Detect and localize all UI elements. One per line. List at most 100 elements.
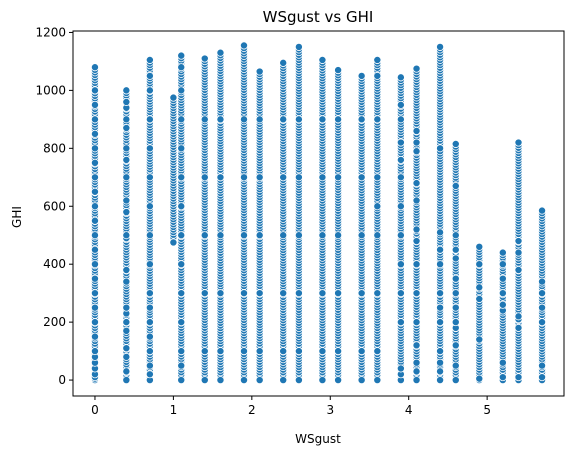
scatter-point xyxy=(475,283,484,292)
scatter-point xyxy=(373,347,382,356)
scatter-point xyxy=(239,115,248,124)
scatter-point xyxy=(475,335,484,344)
scatter-point xyxy=(239,376,248,385)
scatter-point xyxy=(145,86,154,95)
chart-title: WSgust vs GHI xyxy=(263,8,374,26)
scatter-point xyxy=(177,318,186,327)
scatter-point xyxy=(177,376,186,385)
scatter-point xyxy=(318,173,327,182)
x-axis-ticks: 0 1 2 3 4 5 xyxy=(91,396,491,417)
scatter-point xyxy=(200,115,209,124)
scatter-point xyxy=(373,173,382,182)
scatter-point xyxy=(145,303,154,312)
scatter-point xyxy=(122,97,131,106)
scatter-point xyxy=(373,289,382,298)
scatter-point xyxy=(294,376,303,385)
scatter-point xyxy=(436,376,445,385)
scatter-point xyxy=(318,376,327,385)
scatter-point xyxy=(279,115,288,124)
scatter-point xyxy=(357,347,366,356)
scatter-point xyxy=(412,179,421,188)
scatter-point xyxy=(436,289,445,298)
scatter-point xyxy=(373,231,382,240)
scatter-point xyxy=(145,202,154,211)
scatter-point xyxy=(216,289,225,298)
scatter-point xyxy=(122,231,131,240)
scatter-point xyxy=(90,187,99,196)
scatter-point xyxy=(279,347,288,356)
scatter-point xyxy=(475,260,484,269)
scatter-point xyxy=(90,289,99,298)
scatter-point xyxy=(239,289,248,298)
scatter-point xyxy=(396,115,405,124)
scatter-point xyxy=(451,245,460,254)
scatter-point xyxy=(216,376,225,385)
scatter-point xyxy=(90,216,99,225)
scatter-point xyxy=(255,115,264,124)
scatter-point xyxy=(538,361,547,370)
scatter-point xyxy=(279,231,288,240)
scatter-point xyxy=(412,318,421,327)
scatter-point xyxy=(255,289,264,298)
scatter-point xyxy=(122,344,131,353)
scatter-point xyxy=(239,41,248,50)
scatter-point xyxy=(200,54,209,63)
scatter-point xyxy=(451,303,460,312)
scatter-point xyxy=(145,144,154,153)
y-axis-ticks: 0 200 400 600 800 1000 1200 xyxy=(35,25,73,387)
scatter-point xyxy=(177,173,186,182)
scatter-point xyxy=(177,115,186,124)
scatter-point xyxy=(538,373,547,382)
scatter-point xyxy=(396,202,405,211)
scatter-point xyxy=(90,202,99,211)
scatter-point xyxy=(436,367,445,376)
scatter-point xyxy=(373,55,382,64)
scatter-point xyxy=(239,231,248,240)
x-tick-label: 4 xyxy=(405,403,413,417)
scatter-point xyxy=(412,138,421,147)
scatter-point xyxy=(498,248,507,257)
scatter-point xyxy=(514,138,523,147)
scatter-point xyxy=(538,289,547,298)
scatter-point xyxy=(255,376,264,385)
scatter-point xyxy=(334,66,343,75)
scatter-point xyxy=(90,231,99,240)
scatter-point xyxy=(90,274,99,283)
scatter-point xyxy=(436,303,445,312)
scatter-point xyxy=(145,347,154,356)
scatter-point xyxy=(334,231,343,240)
scatter-point xyxy=(145,332,154,341)
scatter-point xyxy=(177,231,186,240)
scatter-point xyxy=(294,231,303,240)
scatter-point xyxy=(396,73,405,82)
scatter-point xyxy=(334,289,343,298)
scatter-point xyxy=(122,318,131,327)
scatter-point xyxy=(373,376,382,385)
scatter-point xyxy=(177,260,186,269)
scatter-point xyxy=(90,303,99,312)
scatter-point xyxy=(436,228,445,237)
scatter-point xyxy=(177,361,186,370)
scatter-point xyxy=(357,231,366,240)
scatter-point xyxy=(436,347,445,356)
scatter-point xyxy=(412,341,421,350)
x-tick-label: 1 xyxy=(170,403,178,417)
scatter-point xyxy=(122,303,131,312)
scatter-point xyxy=(294,42,303,51)
scatter-point xyxy=(498,260,507,269)
scatter-point xyxy=(122,115,131,124)
scatter-point xyxy=(122,376,131,385)
scatter-point xyxy=(122,277,131,286)
scatter-point xyxy=(90,332,99,341)
scatter-point xyxy=(177,347,186,356)
scatter-point xyxy=(357,289,366,298)
scatter-point xyxy=(122,367,131,376)
scatter-point xyxy=(318,231,327,240)
scatter-point xyxy=(279,289,288,298)
scatter-point xyxy=(239,347,248,356)
scatter-point xyxy=(216,115,225,124)
scatter-point xyxy=(90,129,99,138)
scatter-point xyxy=(216,173,225,182)
scatter-point xyxy=(318,289,327,298)
scatter-point xyxy=(396,364,405,373)
